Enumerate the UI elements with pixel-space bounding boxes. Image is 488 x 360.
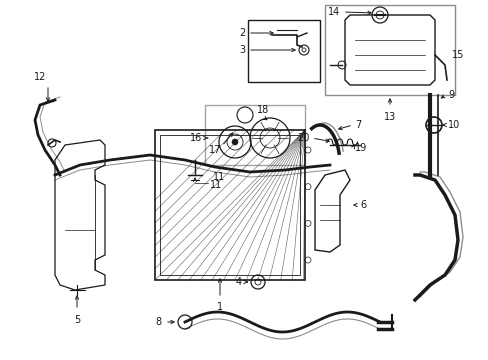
Bar [325, 5, 454, 95]
Text: 20: 20 [297, 133, 309, 143]
Bar [155, 130, 305, 280]
Text: 14: 14 [327, 7, 340, 17]
Text: 6: 6 [359, 200, 366, 210]
Bar [204, 105, 305, 165]
Text: 7: 7 [354, 120, 361, 130]
Text: 5: 5 [74, 315, 80, 325]
Text: 11: 11 [213, 172, 225, 182]
Circle shape [231, 139, 238, 145]
Text: 19: 19 [354, 143, 366, 153]
Text: 8: 8 [156, 317, 162, 327]
Text: 3: 3 [238, 45, 244, 55]
Bar [247, 20, 319, 82]
Text: 9: 9 [447, 90, 453, 100]
Text: 1: 1 [217, 302, 223, 312]
Text: 10: 10 [447, 120, 459, 130]
Text: 13: 13 [383, 112, 395, 122]
Text: 17: 17 [208, 145, 221, 155]
Text: 18: 18 [256, 105, 268, 115]
Text: 4: 4 [235, 277, 242, 287]
Text: 12: 12 [34, 72, 46, 82]
Text: 15: 15 [451, 50, 464, 60]
Text: 11: 11 [209, 180, 222, 190]
Bar [160, 135, 299, 275]
Text: 2: 2 [238, 28, 244, 38]
Text: 16: 16 [189, 133, 202, 143]
